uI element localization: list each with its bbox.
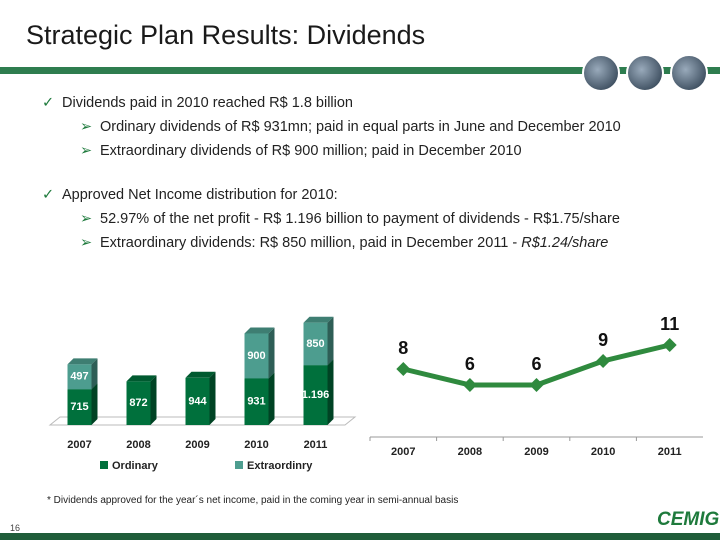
bar-side: [209, 371, 216, 425]
bullet-text: Extraordinary dividends: R$ 850 million,…: [100, 235, 522, 251]
page-number: 16: [10, 523, 21, 533]
value-label: 9: [598, 330, 608, 350]
x-tick-label: 2011: [658, 446, 682, 458]
value-label: 872: [129, 397, 147, 409]
bullet-text: Ordinary dividends of R$ 931mn; paid in …: [100, 119, 621, 135]
sub-bullet: ➢ Extraordinary dividends of R$ 900 milli…: [80, 143, 522, 159]
bar: [244, 378, 269, 425]
bullet: ✓ Dividends paid in 2010 reached R$ 1.8 b…: [42, 95, 353, 111]
bar: [67, 364, 92, 390]
point: [462, 378, 477, 392]
sub-bullet: ➢ Ordinary dividends of R$ 931mn; paid in…: [80, 119, 621, 135]
bar-side: [91, 383, 98, 425]
point: [529, 378, 544, 392]
point: [662, 338, 677, 352]
point: [596, 354, 611, 368]
bar-side: [91, 358, 98, 390]
bar-side: [327, 359, 334, 425]
x-tick-label: 2008: [458, 446, 482, 458]
x-tick-label: 2010: [591, 446, 615, 458]
icon: [670, 54, 708, 92]
bullet: ✓ Approved Net Income distribution for 20…: [42, 187, 338, 203]
legend-label: Extraordinry: [247, 460, 313, 472]
x-tick-label: 2009: [185, 439, 209, 451]
value-label: 900: [247, 350, 265, 362]
emphasis: R$1.24/share: [521, 235, 609, 251]
bar-side: [150, 375, 157, 425]
bar-top: [67, 358, 98, 365]
point: [396, 362, 411, 376]
bullet-text: Dividends paid in 2010 reached R$ 1.8 bi…: [62, 95, 353, 111]
value-label: 11: [660, 314, 679, 334]
header-bar: [0, 67, 720, 74]
bar-side: [268, 372, 275, 425]
value-label: 715: [70, 401, 88, 413]
sub-bullet: ➢ 52.97% of the net profit - R$ 1.196 bil…: [80, 211, 620, 227]
slide-title: Strategic Plan Results: Dividends: [26, 20, 426, 50]
x-tick-label: 2009: [524, 446, 548, 458]
bar: [185, 377, 210, 425]
bar: [126, 381, 151, 425]
x-tick-label: 2011: [304, 439, 328, 451]
logo: CEMIG: [657, 509, 720, 530]
sub-bullet: ➢ Extraordinary dividends: R$ 850 million…: [80, 235, 609, 251]
legend-label: Ordinary: [112, 460, 159, 472]
value-label: 944: [188, 395, 207, 407]
value-label: 6: [531, 354, 541, 374]
value-label: 6: [465, 354, 475, 374]
x-tick-label: 2010: [244, 439, 268, 451]
bar: [303, 322, 328, 366]
bullet-text: Approved Net Income distribution for 201…: [62, 187, 338, 203]
icon: [582, 54, 620, 92]
x-tick-label: 2007: [67, 439, 91, 451]
bar-side: [268, 327, 275, 379]
bar-top: [244, 327, 275, 334]
x-tick-label: 2007: [391, 446, 415, 458]
bar-top: [126, 375, 157, 382]
value-label: 931: [247, 396, 265, 408]
legend-swatch: [100, 461, 108, 469]
bar-top: [303, 316, 334, 323]
bar-top: [185, 371, 216, 378]
value-label: 497: [70, 371, 88, 383]
value-label: 1.196: [302, 389, 330, 401]
bullet-text: 52.97% of the net profit - R$ 1.196 bill…: [100, 211, 620, 227]
value-label: 850: [306, 338, 324, 350]
legend-swatch: [235, 461, 243, 469]
bullet-text: Extraordinary dividends of R$ 900 millio…: [100, 143, 522, 159]
value-label: 8: [398, 338, 408, 358]
bar: [303, 365, 328, 425]
icon: [626, 54, 664, 92]
bar: [244, 333, 269, 379]
footer-bar: [0, 533, 720, 540]
footnote: * Dividends approved for the year´s net …: [47, 495, 459, 506]
x-tick-label: 2008: [126, 439, 150, 451]
bar: [67, 389, 92, 425]
bar-side: [327, 316, 334, 366]
